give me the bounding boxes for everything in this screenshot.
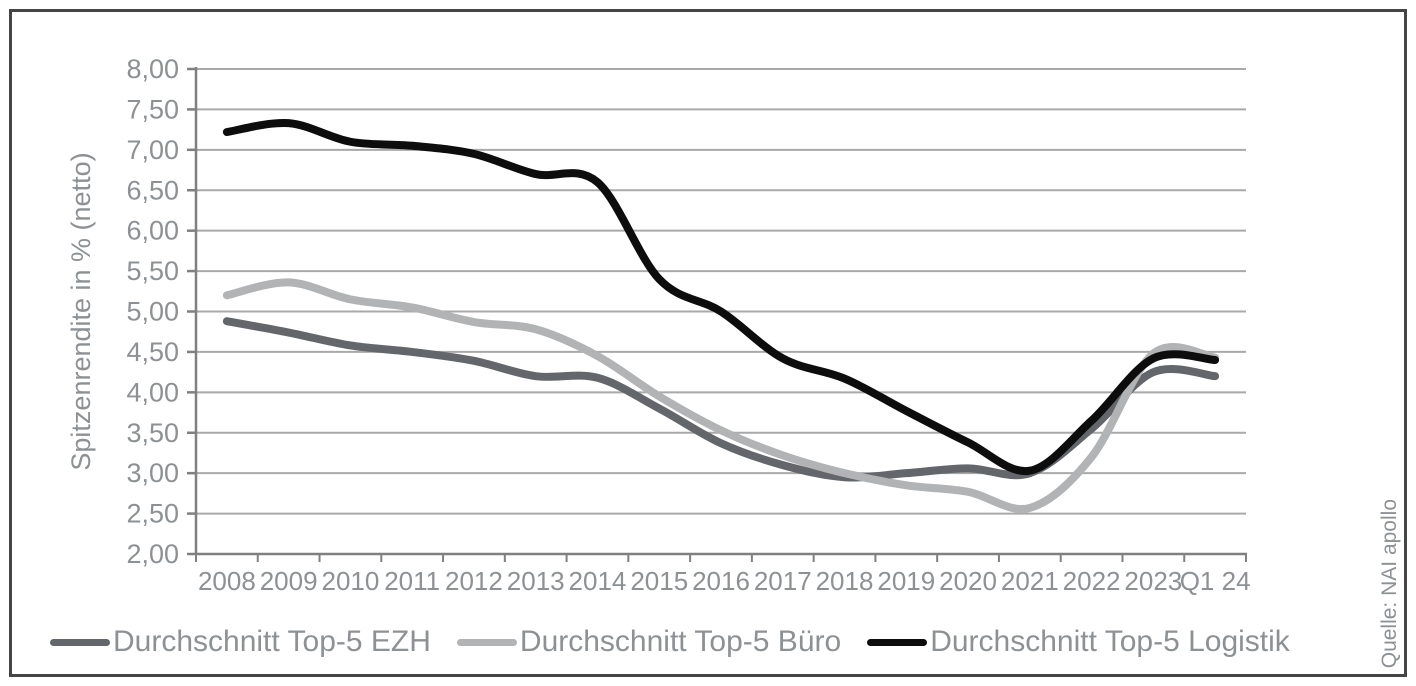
x-tick-label: 2012 [445, 566, 503, 596]
legend-label-logistik: Durchschnitt Top-5 Logistik [930, 625, 1290, 658]
series-line-durchschnitt-top-5-logistik [222, 119, 1220, 476]
y-tick-label: 8,00 [126, 54, 179, 84]
x-tick-label: Q1 24 [1180, 566, 1251, 596]
y-tick-label: 3,00 [126, 458, 179, 488]
y-tick-label: 7,50 [126, 94, 179, 124]
x-tick-label: 2016 [692, 566, 750, 596]
series-line-durchschnitt-top-5-b-ro [222, 278, 1220, 514]
legend-item-logistik: Durchschnitt Top-5 Logistik [867, 625, 1290, 659]
legend-swatch-logistik [867, 638, 928, 646]
x-tick-label: 2017 [754, 566, 812, 596]
legend: Durchschnitt Top-5 EZH Durchschnitt Top-… [50, 625, 1290, 659]
y-tick-label: 5,50 [126, 256, 179, 286]
legend-swatch-ezh [50, 638, 110, 646]
y-tick-label: 6,00 [126, 216, 179, 246]
y-tick-label: 4,50 [126, 337, 179, 367]
x-tick-label: 2015 [630, 566, 688, 596]
y-axis-title: Spitzenrendite in % (netto) [66, 152, 96, 470]
x-tick-label: 2021 [1001, 566, 1059, 596]
x-tick-label: 2013 [507, 566, 565, 596]
y-tick-label: 7,00 [126, 135, 179, 165]
y-tick-label: 4,00 [126, 377, 179, 407]
x-tick-label: 2009 [260, 566, 318, 596]
x-tick-label: 2014 [569, 566, 627, 596]
x-tick-label: 2019 [877, 566, 935, 596]
y-tick-label: 3,50 [126, 418, 179, 448]
legend-swatch-buero [456, 638, 517, 646]
y-tick-label: 5,00 [126, 297, 179, 327]
legend-label-ezh: Durchschnitt Top-5 EZH [113, 625, 431, 658]
legend-item-ezh: Durchschnitt Top-5 EZH [50, 625, 431, 659]
y-tick-label: 2,00 [126, 539, 179, 569]
x-tick-label: 2020 [939, 566, 997, 596]
legend-label-buero: Durchschnitt Top-5 Büro [519, 625, 842, 658]
source-label: Quelle: NAI apollo [1378, 498, 1401, 668]
y-tick-label: 2,50 [126, 499, 179, 529]
x-tick-label: 2022 [1063, 566, 1121, 596]
x-tick-label: 2011 [384, 566, 440, 596]
x-tick-label: 2018 [816, 566, 874, 596]
legend-item-buero: Durchschnitt Top-5 Büro [456, 625, 842, 659]
x-tick-label: 2010 [321, 566, 379, 596]
x-tick-label: 2023 [1124, 566, 1182, 596]
x-tick-label: 2008 [198, 566, 256, 596]
series-line-durchschnitt-top-5-ezh [222, 317, 1220, 482]
y-tick-label: 6,50 [126, 175, 179, 205]
